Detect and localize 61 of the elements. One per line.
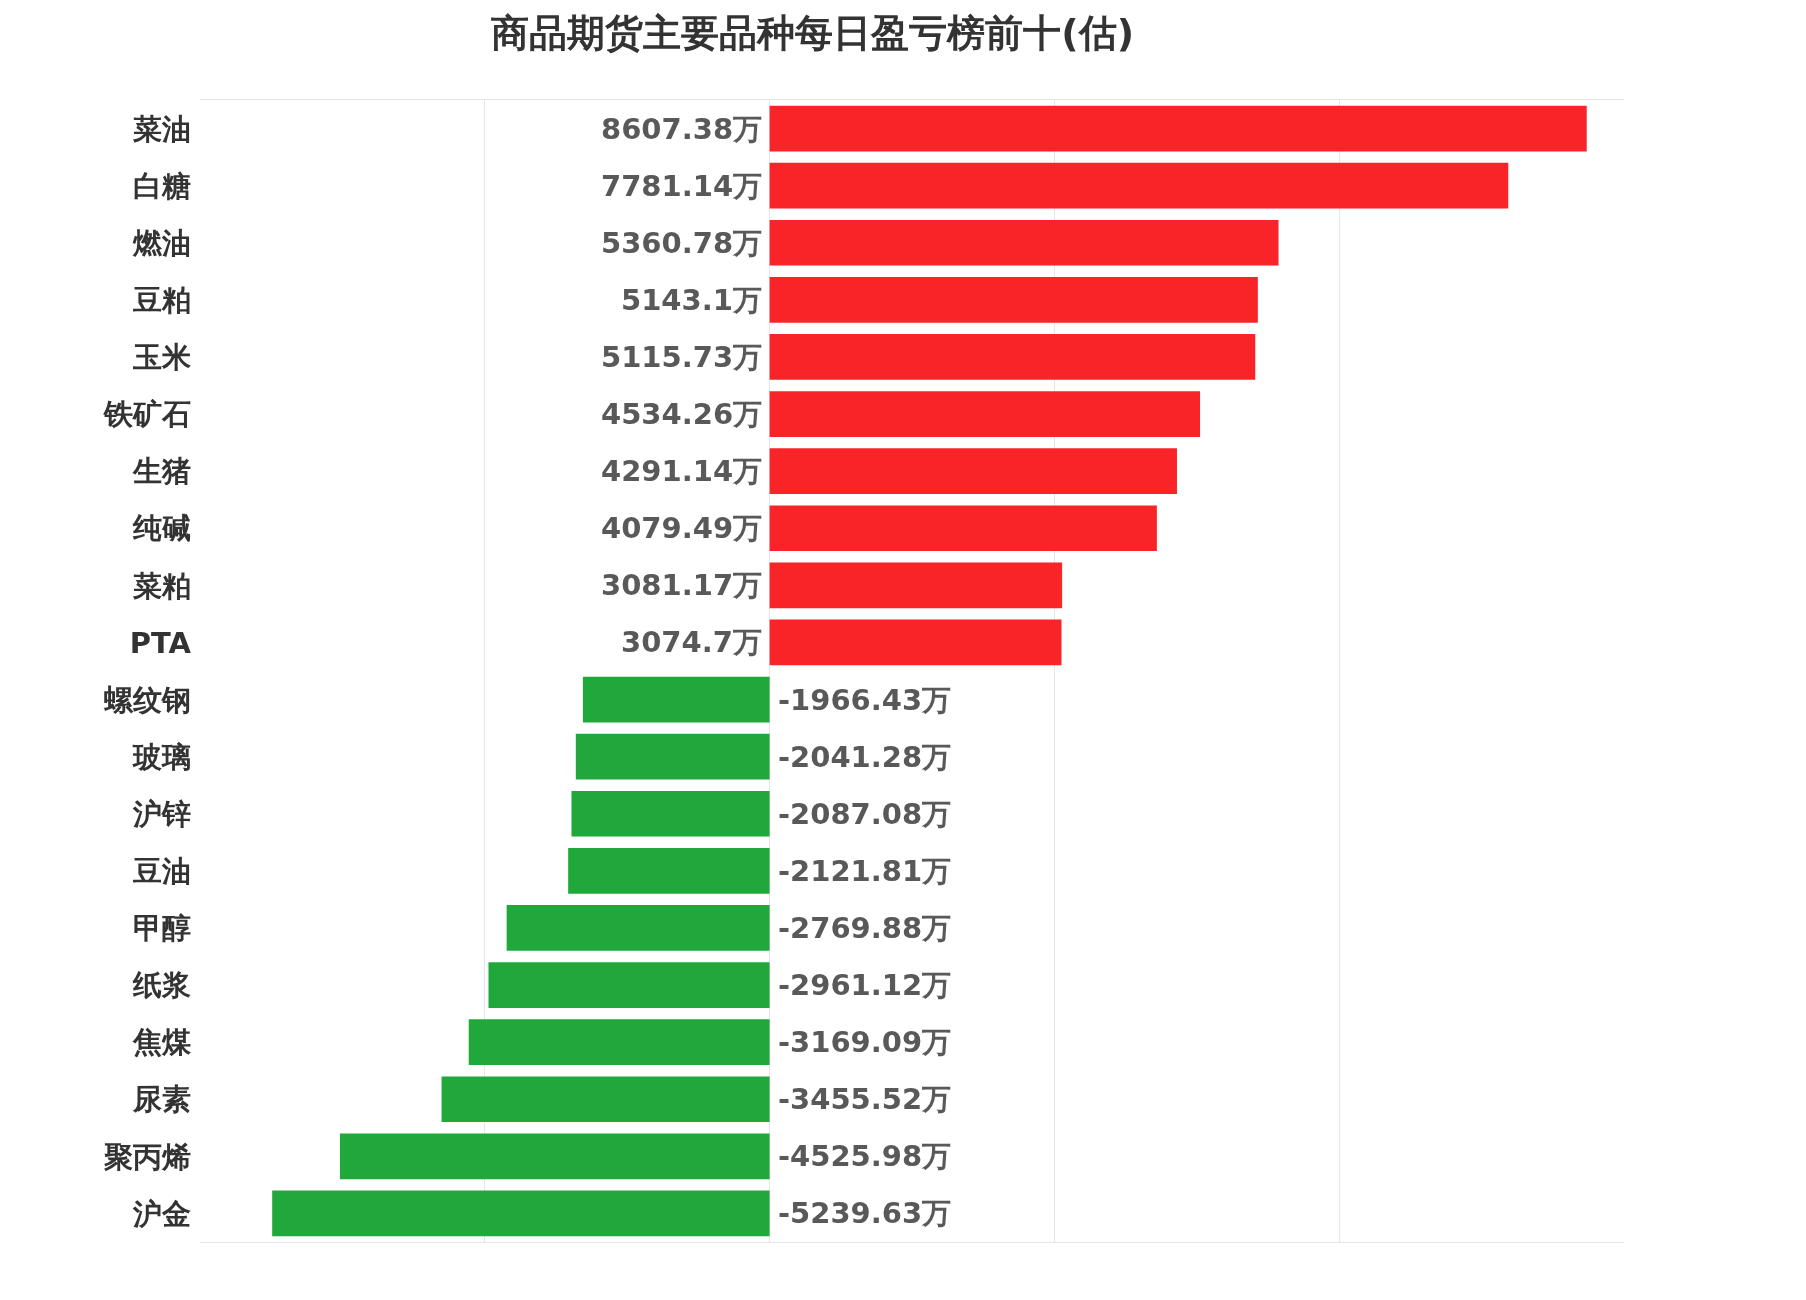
data-label: 5143.1万 — [621, 283, 762, 317]
y-tick-label: 聚丙烯 — [103, 1139, 191, 1174]
y-tick-label: 玉米 — [132, 340, 191, 375]
y-tick-label: 沪锌 — [132, 796, 191, 831]
bar — [769, 505, 1157, 552]
bar — [575, 733, 770, 780]
data-label: 3081.17万 — [601, 568, 763, 602]
y-tick-label: PTA — [129, 625, 192, 660]
y-tick-label: 豆粕 — [132, 283, 191, 317]
data-label: -2961.12万 — [778, 968, 952, 1002]
data-label: -2121.81万 — [778, 854, 952, 888]
bar — [769, 448, 1177, 494]
y-tick-label: 沪金 — [132, 1196, 191, 1231]
bar — [571, 790, 770, 837]
bar — [769, 619, 1062, 666]
data-label: 4079.49万 — [601, 511, 763, 545]
y-tick-label: 玻璃 — [132, 739, 191, 774]
y-tick-label: 甲醇 — [133, 911, 191, 946]
bar — [468, 1019, 770, 1065]
y-tick-label: 焦煤 — [132, 1025, 192, 1060]
data-label: 7781.14万 — [601, 169, 763, 203]
bar — [769, 334, 1256, 380]
bar — [769, 219, 1279, 266]
data-label: -4525.98万 — [778, 1139, 952, 1173]
bar — [769, 162, 1509, 209]
bar — [769, 105, 1587, 152]
y-tick-label: 生猪 — [132, 454, 191, 489]
bar — [769, 391, 1201, 437]
data-label: -2769.88万 — [778, 911, 952, 945]
chart-title: 商品期货主要品种每日盈亏榜前十(估) — [491, 11, 1135, 56]
data-label: 5115.73万 — [601, 340, 763, 374]
data-label: 4534.26万 — [601, 397, 763, 431]
y-tick-label: 螺纹钢 — [103, 682, 191, 717]
data-label: -3455.52万 — [778, 1082, 952, 1116]
bar — [506, 905, 770, 951]
y-tick-label: 铁矿石 — [103, 397, 191, 432]
data-label: 5360.78万 — [601, 226, 763, 260]
data-label: 8607.38万 — [601, 112, 763, 146]
bar — [488, 962, 770, 1008]
data-label: -2041.28万 — [778, 740, 952, 774]
bar — [769, 277, 1258, 323]
y-tick-label: 白糖 — [133, 168, 191, 203]
y-tick-label: 菜油 — [132, 111, 191, 146]
y-tick-label: 纸浆 — [132, 968, 191, 1003]
data-label: 4291.14万 — [601, 454, 763, 488]
bar — [272, 1190, 770, 1237]
y-tick-label: 纯碱 — [132, 511, 191, 546]
y-tick-label: 尿素 — [132, 1082, 191, 1117]
data-label: -5239.63万 — [778, 1196, 952, 1230]
bar — [441, 1076, 770, 1123]
bar — [769, 562, 1063, 609]
data-label: 3074.7万 — [621, 625, 762, 659]
data-label: -3169.09万 — [778, 1025, 952, 1059]
y-tick-label: 燃油 — [132, 225, 191, 260]
bar — [568, 848, 770, 894]
bar — [582, 676, 770, 723]
y-tick-label: 豆油 — [132, 854, 191, 888]
data-label: -2087.08万 — [778, 797, 952, 831]
data-label: -1966.43万 — [778, 683, 952, 717]
bar — [339, 1133, 770, 1180]
y-tick-label: 菜粕 — [132, 568, 191, 603]
